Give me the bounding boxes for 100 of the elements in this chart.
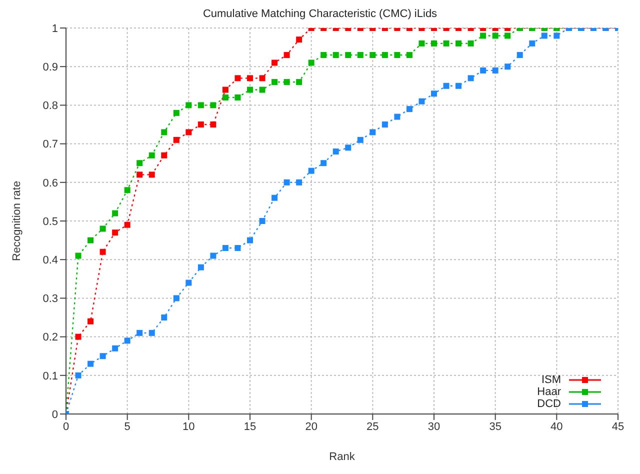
point [516,52,523,58]
point [198,122,204,128]
point [75,372,82,378]
point [370,52,376,58]
point [161,314,168,320]
point [112,230,118,236]
point [259,86,266,93]
legend-label: Haar [537,386,561,398]
chart-title: Cumulative Matching Characteristic (CMC) iLids [202,8,438,22]
point [247,237,253,244]
point [100,353,106,360]
point [468,75,474,82]
point [357,136,364,143]
y-tick-label: 0.1 [42,370,58,382]
point [161,129,168,136]
point [296,79,302,86]
point [124,222,130,228]
point [88,360,94,367]
x-tick-label: 40 [550,420,563,433]
point [296,36,302,43]
point [320,160,327,166]
point [100,248,106,255]
point [480,67,486,74]
y-tick-label: 0.5 [42,216,58,228]
point [210,102,216,108]
point [284,79,290,86]
point [247,75,253,82]
point [504,32,511,39]
point [406,52,412,58]
point [345,144,352,151]
point [186,102,192,108]
point [222,94,228,100]
x-axis-title: Rank [329,451,356,463]
point [234,94,241,100]
point [210,252,216,259]
point [308,168,314,174]
point [480,32,486,39]
point [272,79,278,86]
point [308,60,314,66]
y-tick-label: 0 [52,408,58,421]
point [554,32,560,39]
point [394,114,400,120]
point [443,82,450,89]
y-tick-label: 0.4 [42,254,58,267]
y-tick-label: 0.7 [42,138,58,151]
point [112,210,118,216]
point [284,179,290,186]
point [136,160,143,166]
x-tick-label: 20 [305,420,318,433]
x-tick-label: 25 [366,420,379,433]
point [75,252,82,259]
point [173,110,180,116]
point [370,129,376,136]
point [443,40,450,46]
point [382,52,388,58]
point [210,122,216,128]
point [88,318,94,324]
point [431,90,437,97]
point [186,280,192,286]
y-tick-label: 0.6 [42,177,58,190]
point [234,75,241,82]
point [296,179,302,186]
point [198,264,204,270]
point [431,40,437,46]
point [456,82,462,89]
point [112,345,118,352]
point [124,338,130,344]
y-axis-title: Recognition rate [10,180,23,262]
x-tick-label: 45 [612,420,624,433]
x-tick-label: 10 [182,420,195,433]
point [504,64,511,70]
point [332,148,339,155]
point [198,102,204,108]
point [88,237,94,244]
point [272,60,278,66]
legend-label: ISM [541,374,561,386]
point [173,136,180,143]
point [357,52,364,58]
point [173,295,180,302]
point [136,172,143,178]
point [541,32,548,39]
point [320,52,327,58]
point [222,86,228,93]
x-tick-label: 35 [489,420,502,433]
point [284,52,290,58]
point [492,32,498,39]
point [406,106,412,112]
y-tick-label: 0.8 [42,100,58,112]
point [332,52,339,58]
x-tick-label: 0 [62,420,70,433]
point [529,40,536,46]
y-tick-label: 0.3 [42,293,58,306]
y-tick-label: 1 [52,22,58,35]
point [222,245,228,252]
y-tick-label: 0.2 [42,332,58,344]
point [394,52,400,58]
point [136,330,143,336]
point [148,172,155,178]
legend-label: DCD [537,398,561,410]
point [100,226,106,232]
